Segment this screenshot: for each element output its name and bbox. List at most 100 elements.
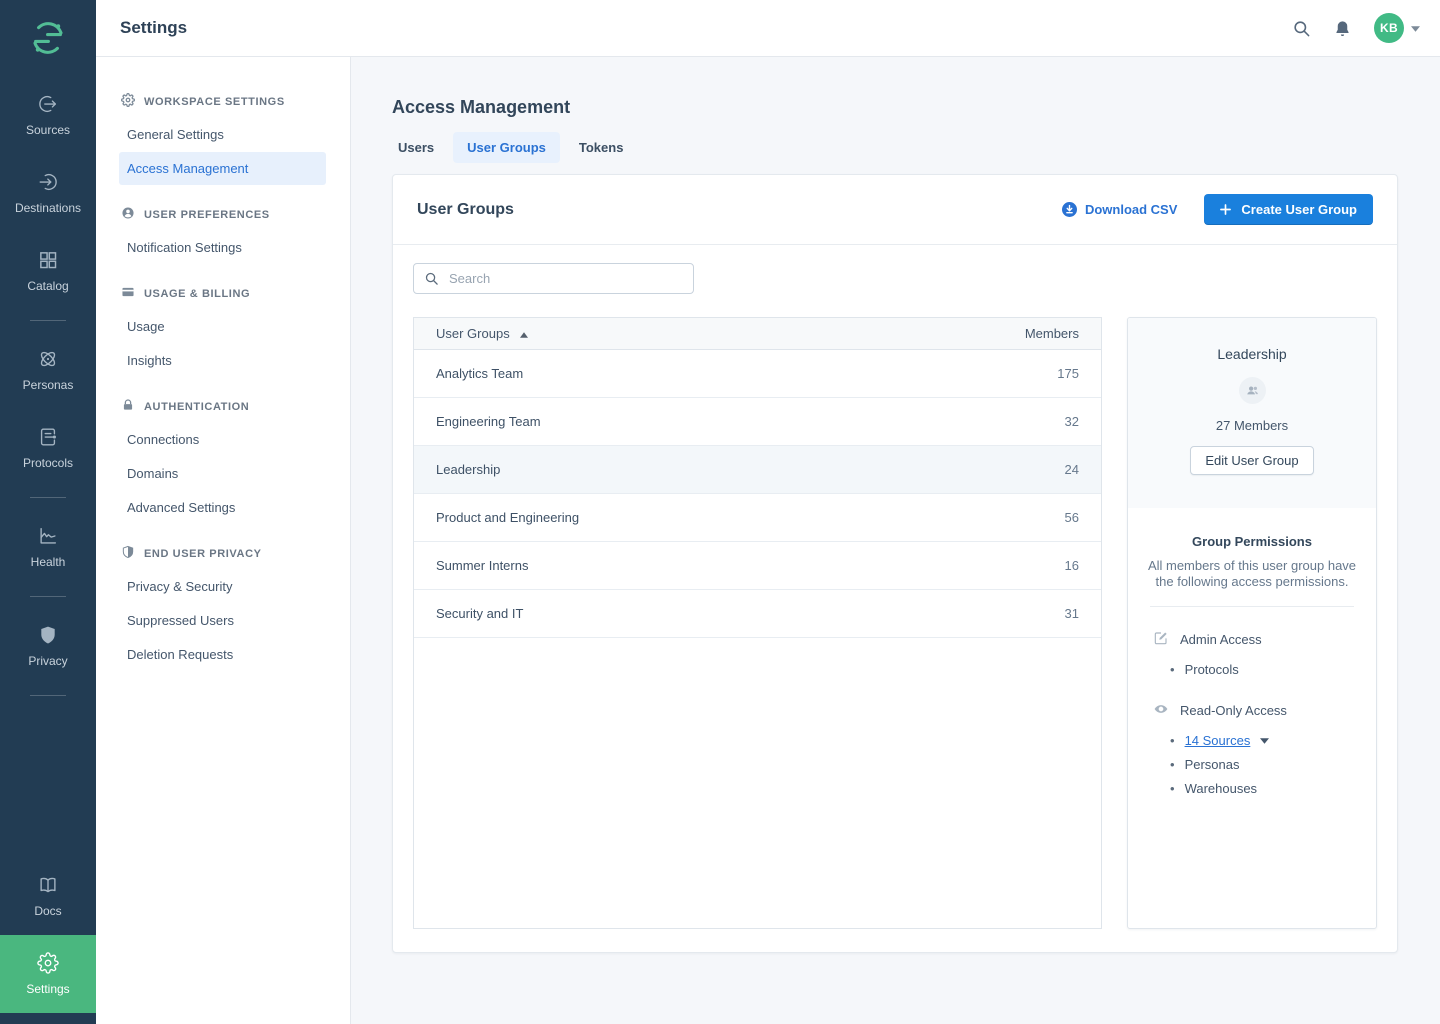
search-icon[interactable] — [1292, 19, 1311, 38]
sidebar-item-usage[interactable]: Usage — [96, 310, 350, 343]
column-header-members[interactable]: Members — [884, 318, 1101, 350]
sidebar-item-deletion-requests[interactable]: Deletion Requests — [96, 638, 350, 671]
page-title: Access Management — [392, 97, 1398, 118]
sidebar-item-advanced-settings[interactable]: Advanced Settings — [96, 491, 350, 524]
sort-asc-icon — [510, 326, 528, 341]
gear-icon — [121, 93, 135, 110]
sidebar-section: AUTHENTICATION ConnectionsDomainsAdvance… — [96, 390, 350, 524]
sidebar-item-domains[interactable]: Domains — [96, 457, 350, 490]
page-header-title: Settings — [120, 18, 187, 38]
rail-item-health[interactable]: Health — [0, 508, 96, 586]
rail-spacer — [0, 706, 96, 857]
create-user-group-button[interactable]: Create User Group — [1204, 194, 1373, 225]
rail-item-label: Privacy — [28, 654, 67, 668]
settings-icon — [37, 952, 59, 974]
permission-item: • Warehouses — [1153, 777, 1358, 801]
sidebar-item-notification-settings[interactable]: Notification Settings — [96, 231, 350, 264]
segment-logo[interactable] — [0, 0, 96, 76]
user-groups-card: User Groups Download CSV Create User Gro… — [392, 174, 1398, 953]
sidebar-item-connections[interactable]: Connections — [96, 423, 350, 456]
avatar[interactable]: KB — [1374, 13, 1404, 43]
sidebar-item-insights[interactable]: Insights — [96, 344, 350, 377]
permission-group-label: Admin Access — [1180, 632, 1262, 647]
main-content: Access Management Users User Groups Tokens… — [351, 57, 1440, 1024]
destinations-icon — [37, 171, 59, 193]
permission-group-label: Read-Only Access — [1180, 703, 1287, 718]
chevron-down-icon[interactable] — [1260, 738, 1269, 744]
rail-item-protocols[interactable]: Protocols — [0, 409, 96, 487]
rail-item-label: Destinations — [15, 201, 81, 215]
detail-group-name: Leadership — [1148, 346, 1356, 362]
left-rail: Sources Destinations Catalog Personas Pr… — [0, 0, 96, 1024]
chevron-down-icon[interactable] — [1411, 19, 1420, 37]
divider — [1150, 606, 1354, 607]
table-row-product-and-engineering[interactable]: Product and Engineering 56 — [414, 494, 1101, 542]
permission-item-text: Warehouses — [1185, 781, 1258, 796]
search-box — [413, 263, 694, 294]
download-csv-button[interactable]: Download CSV — [1062, 202, 1177, 217]
sidebar-section: USER PREFERENCES Notification Settings — [96, 198, 350, 264]
table-row-summer-interns[interactable]: Summer Interns 16 — [414, 542, 1101, 590]
table-row-engineering-team[interactable]: Engineering Team 32 — [414, 398, 1101, 446]
rail-item-label: Catalog — [27, 279, 68, 293]
rail-divider — [30, 596, 66, 597]
health-icon — [37, 525, 59, 547]
permission-item-text: Personas — [1185, 757, 1240, 772]
table-row-analytics-team[interactable]: Analytics Team 175 — [414, 350, 1101, 398]
edit-user-group-button[interactable]: Edit User Group — [1190, 446, 1313, 475]
sidebar-item-privacy-security[interactable]: Privacy & Security — [96, 570, 350, 603]
rail-item-label: Protocols — [23, 456, 73, 470]
sidebar-item-general-settings[interactable]: General Settings — [96, 118, 350, 151]
search-input[interactable] — [447, 270, 683, 287]
protocols-icon — [37, 426, 59, 448]
sidebar-section-header: WORKSPACE SETTINGS — [96, 85, 350, 118]
rail-item-settings[interactable]: Settings — [0, 935, 96, 1013]
tab-users[interactable]: Users — [392, 132, 440, 163]
rail-item-privacy[interactable]: Privacy — [0, 607, 96, 685]
group-name-cell: Leadership — [414, 446, 884, 494]
rail-item-personas[interactable]: Personas — [0, 331, 96, 409]
catalog-icon — [37, 249, 59, 271]
shield-icon — [121, 545, 135, 562]
sidebar-section: USAGE & BILLING UsageInsights — [96, 277, 350, 377]
member-count-cell: 56 — [884, 494, 1101, 542]
user-menu[interactable]: KB — [1374, 13, 1420, 43]
sidebar-section-title: WORKSPACE SETTINGS — [144, 96, 285, 108]
sidebar-section: WORKSPACE SETTINGS General SettingsAcces… — [96, 85, 350, 185]
rail-item-catalog[interactable]: Catalog — [0, 232, 96, 310]
rail-item-docs[interactable]: Docs — [0, 857, 96, 935]
bell-icon[interactable] — [1333, 19, 1352, 38]
left-rail-items: Sources Destinations Catalog Personas Pr… — [0, 76, 96, 1013]
bullet-icon: • — [1170, 662, 1175, 677]
table-row-security-and-it[interactable]: Security and IT 31 — [414, 590, 1101, 638]
permission-item: • 14 Sources — [1153, 729, 1358, 753]
rail-item-sources[interactable]: Sources — [0, 76, 96, 154]
lock-icon — [121, 398, 135, 415]
member-count-cell: 24 — [884, 446, 1101, 494]
group-name-cell: Security and IT — [414, 590, 884, 638]
tab-user-groups[interactable]: User Groups — [453, 132, 560, 163]
sidebar-item-suppressed-users[interactable]: Suppressed Users — [96, 604, 350, 637]
rail-item-destinations[interactable]: Destinations — [0, 154, 96, 232]
rail-divider — [30, 497, 66, 498]
tabs: Users User Groups Tokens — [392, 132, 1398, 163]
sidebar-section-title: END USER PRIVACY — [144, 548, 262, 560]
permission-group-admin-access: Admin Access • Protocols — [1146, 630, 1358, 682]
sidebar-section-title: USER PREFERENCES — [144, 209, 270, 221]
bullet-icon: • — [1170, 757, 1175, 772]
card-icon — [121, 285, 135, 302]
rail-item-label: Docs — [34, 904, 61, 918]
eye-icon — [1153, 701, 1169, 720]
permission-group-read-only-access: Read-Only Access • 14 Sources • Personas… — [1146, 701, 1358, 801]
sidebar-item-access-management[interactable]: Access Management — [119, 152, 326, 185]
rail-item-label: Health — [31, 555, 66, 569]
column-header-user-groups[interactable]: User Groups — [414, 318, 884, 350]
group-name-cell: Summer Interns — [414, 542, 884, 590]
table-row-leadership[interactable]: Leadership 24 — [414, 446, 1101, 494]
member-count-cell: 31 — [884, 590, 1101, 638]
tab-tokens[interactable]: Tokens — [573, 132, 630, 163]
permissions-title: Group Permissions — [1146, 534, 1358, 549]
sources-count-link[interactable]: 14 Sources — [1185, 733, 1251, 748]
rail-item-label: Personas — [23, 378, 74, 392]
bullet-icon: • — [1170, 781, 1175, 796]
